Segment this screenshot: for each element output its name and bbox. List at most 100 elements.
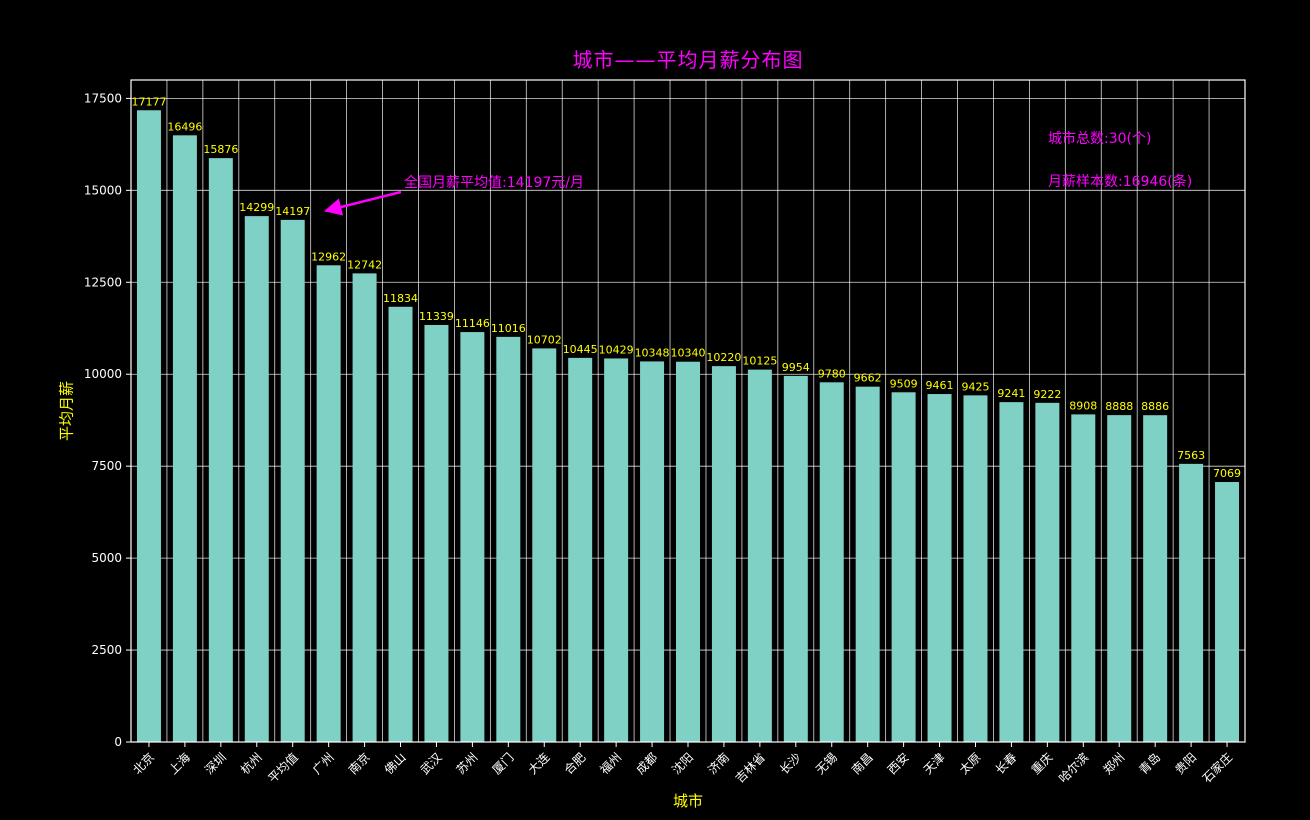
x-tick-label: 杭州 bbox=[237, 750, 265, 778]
x-tick-label: 太原 bbox=[956, 750, 984, 778]
bar-value-label: 14197 bbox=[275, 205, 310, 218]
bar bbox=[1107, 415, 1132, 742]
x-tick-label: 郑州 bbox=[1100, 750, 1128, 778]
bar bbox=[244, 216, 269, 742]
bar bbox=[711, 366, 736, 742]
bar bbox=[747, 369, 772, 742]
x-tick-label: 青岛 bbox=[1136, 750, 1164, 778]
bar-value-label: 10445 bbox=[563, 343, 598, 356]
y-tick-label: 17500 bbox=[84, 91, 122, 105]
bar-value-label: 8888 bbox=[1105, 400, 1133, 413]
x-tick-label: 深圳 bbox=[202, 750, 229, 777]
bar bbox=[855, 386, 880, 742]
bar-value-label: 9241 bbox=[997, 387, 1025, 400]
bar-value-label: 11016 bbox=[491, 322, 526, 335]
x-tick-label: 沈阳 bbox=[669, 750, 697, 778]
bar bbox=[999, 402, 1024, 742]
chart-title: 城市——平均月薪分布图 bbox=[572, 48, 804, 72]
x-tick-label: 佛山 bbox=[382, 750, 409, 777]
bar bbox=[568, 357, 593, 742]
bar-value-label: 11146 bbox=[455, 317, 490, 330]
bar-value-label: 10429 bbox=[599, 343, 634, 356]
x-tick-label: 贵阳 bbox=[1172, 750, 1199, 777]
bar-value-label: 9954 bbox=[782, 361, 810, 374]
bar-value-label: 10702 bbox=[527, 333, 562, 346]
x-tick-label: 大连 bbox=[525, 750, 553, 778]
y-tick-label: 2500 bbox=[91, 643, 122, 657]
bar-value-label: 9461 bbox=[926, 379, 954, 392]
y-tick-label: 7500 bbox=[91, 459, 122, 473]
bar bbox=[208, 158, 233, 743]
y-tick-label: 15000 bbox=[84, 183, 122, 197]
bar bbox=[352, 273, 377, 742]
bar bbox=[316, 265, 341, 742]
bar-value-label: 7069 bbox=[1213, 467, 1241, 480]
bar bbox=[1143, 415, 1168, 742]
x-tick-label: 南京 bbox=[345, 750, 373, 778]
y-axis-label: 平均月薪 bbox=[57, 380, 76, 442]
x-tick-label: 武汉 bbox=[418, 750, 445, 777]
x-tick-label: 长沙 bbox=[777, 750, 804, 777]
bar bbox=[783, 375, 808, 742]
x-tick-label: 广州 bbox=[310, 750, 337, 777]
bar bbox=[676, 361, 700, 742]
annotation-arrow bbox=[324, 190, 402, 216]
bar-value-label: 7563 bbox=[1177, 449, 1205, 462]
bar-value-label: 12742 bbox=[347, 258, 382, 271]
bar-value-label: 9662 bbox=[854, 372, 882, 385]
x-tick-label: 长春 bbox=[993, 750, 1020, 777]
bar-value-label: 9780 bbox=[818, 367, 846, 380]
bar bbox=[388, 306, 413, 742]
bar bbox=[136, 110, 161, 742]
x-tick-label: 石家庄 bbox=[1199, 750, 1235, 786]
bar bbox=[532, 348, 557, 742]
bar-value-label: 10348 bbox=[635, 346, 670, 359]
x-tick-label: 吉林省 bbox=[733, 750, 768, 785]
x-tick-label: 北京 bbox=[130, 750, 157, 777]
x-tick-label: 成都 bbox=[633, 750, 660, 777]
bar bbox=[640, 361, 665, 742]
bar bbox=[1071, 414, 1096, 742]
bar bbox=[604, 358, 629, 742]
x-tick-label: 上海 bbox=[165, 750, 193, 778]
x-tick-label: 济南 bbox=[704, 750, 732, 778]
bar bbox=[891, 392, 916, 742]
bar-value-label: 10125 bbox=[742, 355, 777, 368]
bar-value-label: 11834 bbox=[383, 292, 418, 305]
bar bbox=[1179, 463, 1204, 742]
bar-value-label: 9509 bbox=[890, 377, 918, 390]
bar bbox=[963, 395, 988, 742]
stat-city-count: 城市总数:30(个) bbox=[1048, 131, 1152, 147]
x-tick-label: 重庆 bbox=[1029, 750, 1056, 777]
y-tick-label: 10000 bbox=[84, 367, 122, 381]
bar-value-label: 10220 bbox=[706, 351, 741, 364]
x-tick-label: 平均值 bbox=[265, 750, 301, 786]
stat-sample-count: 月薪样本数:16946(条) bbox=[1048, 174, 1193, 190]
x-tick-label: 西安 bbox=[884, 750, 912, 778]
bar bbox=[280, 219, 305, 742]
bar-value-label: 16496 bbox=[167, 120, 202, 133]
x-tick-label: 无锡 bbox=[812, 750, 840, 778]
y-tick-label: 5000 bbox=[91, 551, 122, 565]
x-axis-label: 城市 bbox=[672, 792, 703, 810]
bar bbox=[1035, 402, 1060, 742]
plot-border bbox=[130, 79, 1246, 743]
x-tick-label: 南昌 bbox=[848, 750, 876, 778]
bar-value-label: 8886 bbox=[1141, 400, 1169, 413]
bar-value-label: 17177 bbox=[131, 95, 166, 108]
bar-value-label: 9425 bbox=[961, 380, 989, 393]
x-tick-label: 合肥 bbox=[561, 750, 589, 778]
x-tick-label: 哈尔滨 bbox=[1055, 750, 1091, 786]
bar bbox=[1215, 482, 1240, 742]
y-tick-label: 12500 bbox=[84, 275, 122, 289]
bar-value-label: 11339 bbox=[419, 310, 454, 323]
average-annotation: 全国月薪平均值:14197元/月 bbox=[404, 175, 584, 191]
bar bbox=[819, 382, 844, 742]
x-tick-label: 苏州 bbox=[454, 750, 481, 777]
y-tick-label: 0 bbox=[114, 735, 122, 749]
x-tick-label: 厦门 bbox=[489, 750, 517, 778]
bar bbox=[496, 336, 521, 742]
bar bbox=[927, 394, 952, 742]
x-tick-label: 福州 bbox=[597, 750, 625, 778]
